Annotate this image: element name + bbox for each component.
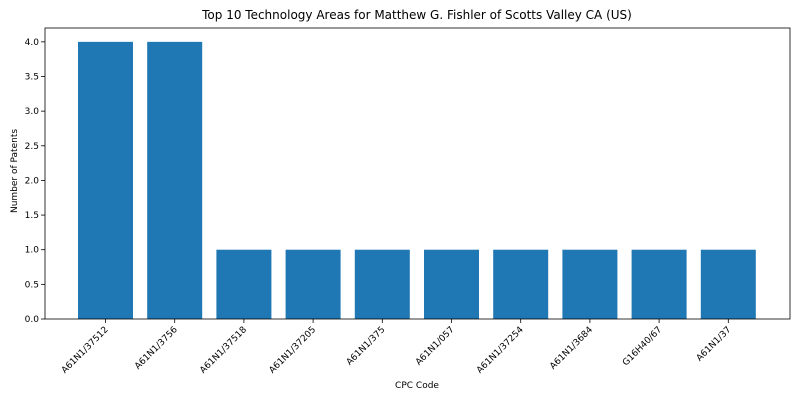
x-tick-label-9: A61N1/37 [695,325,734,364]
x-tick-label-2: A61N1/37518 [198,325,249,376]
x-tick-label-1: A61N1/3756 [133,325,180,372]
bar-1 [147,42,202,319]
bar-7 [562,250,617,319]
bar-3 [286,250,341,319]
bar-5 [424,250,479,319]
x-tick-label-8: G16H40/67 [621,325,664,368]
x-tick-label-4: A61N1/375 [345,325,388,368]
y-axis-label: Number of Patents [10,129,20,213]
x-tick-label-0: A61N1/37512 [60,325,111,376]
x-tick-label-3: A61N1/37205 [267,325,318,376]
chart-title: Top 10 Technology Areas for Matthew G. F… [201,8,632,22]
y-tick-label-3: 1.5 [25,211,39,221]
y-tick-label-8: 4.0 [25,38,40,48]
bar-9 [701,250,756,319]
y-tick-label-1: 0.5 [25,280,39,290]
y-tick-label-7: 3.5 [25,73,39,83]
x-axis: A61N1/37512 A61N1/3756 A61N1/37518 A61N1/37… [60,319,734,376]
y-tick-label-0: 0.0 [25,315,40,325]
bar-chart: Top 10 Technology Areas for Matthew G. F… [0,0,800,400]
y-tick-label-2: 1.0 [25,246,40,256]
bar-8 [632,250,687,319]
bar-0 [78,42,133,319]
bars-group [78,42,756,319]
bar-4 [355,250,410,319]
y-tick-label-5: 2.5 [25,142,39,152]
x-axis-label: CPC Code [395,381,439,391]
x-tick-label-7: A61N1/3684 [548,325,595,372]
bar-6 [493,250,548,319]
x-tick-label-6: A61N1/37254 [475,325,526,376]
bar-2 [216,250,271,319]
y-tick-label-6: 3.0 [25,107,40,117]
y-tick-label-4: 2.0 [25,176,40,186]
y-axis: 0.0 0.5 1.0 1.5 2.0 2.5 3.0 3.5 4.0 [25,38,45,325]
x-tick-label-5: A61N1/057 [414,325,457,368]
